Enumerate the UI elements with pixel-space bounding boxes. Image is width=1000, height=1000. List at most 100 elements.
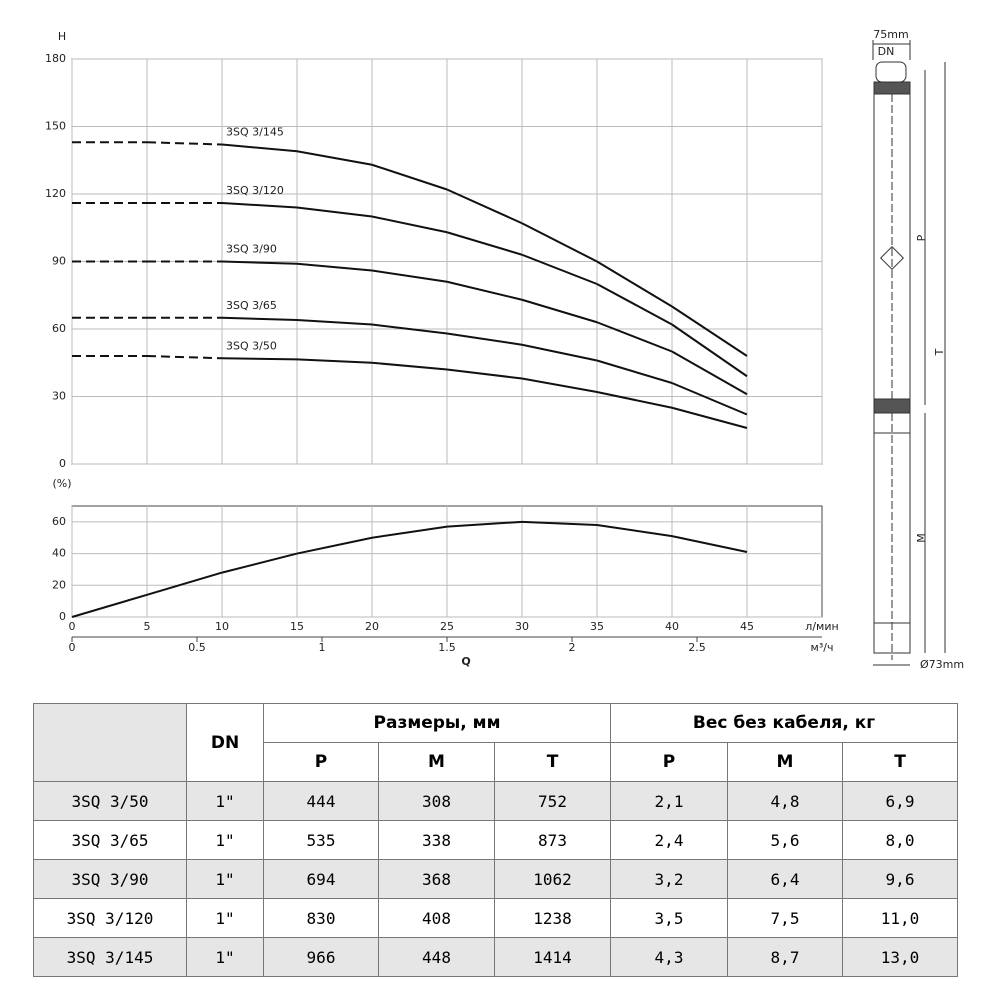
curve-segment — [671, 535, 748, 553]
cell: 3,2 — [610, 859, 728, 899]
cell: 6,9 — [842, 781, 958, 821]
curve-segment — [596, 359, 673, 384]
cell: 3SQ 3/65 — [33, 820, 187, 860]
curve-segment — [671, 305, 748, 357]
cell: 5,6 — [727, 820, 843, 860]
curve-segment — [596, 283, 673, 326]
curve-segment — [521, 520, 598, 527]
curve-segment — [371, 215, 448, 234]
curve-segment — [671, 350, 748, 396]
cell: 3,5 — [610, 898, 728, 938]
curve-segment — [371, 323, 448, 335]
cell: 3SQ 3/50 — [33, 781, 187, 821]
cell: 308 — [378, 781, 495, 821]
corner — [33, 703, 187, 782]
curve-segment — [221, 357, 298, 361]
y-axis-label: H — [58, 30, 66, 43]
charts: 75mm DN P T M Ø73mm 0306090120150180H3SQ… — [45, 28, 964, 671]
drawing-label: Ø73mm — [920, 658, 964, 671]
cell: 873 — [494, 820, 611, 860]
cell: 830 — [263, 898, 379, 938]
table-row: 3SQ 3/145 1" 966 448 1414 4,3 8,7 13,0 — [33, 937, 958, 977]
drawing-label: DN — [878, 45, 895, 58]
y-tick-label: 90 — [52, 255, 66, 268]
series-label: 3SQ 3/120 — [226, 184, 284, 197]
x2-tick-label: 0.5 — [188, 641, 206, 654]
x2-tick-label: 0 — [69, 641, 76, 654]
table-row: 3SQ 3/65 1" 535 338 873 2,4 5,6 8,0 — [33, 820, 958, 860]
table-row: 3SQ 3/90 1" 694 368 1062 3,2 6,4 9,6 — [33, 859, 958, 899]
cell: T — [494, 742, 611, 782]
curve-segment — [371, 269, 448, 283]
x2-tick-label: 1.5 — [438, 641, 456, 654]
cell: 1062 — [494, 859, 611, 899]
cell: 752 — [494, 781, 611, 821]
cell: 448 — [378, 937, 495, 977]
curve-segment — [671, 323, 748, 378]
cell: P — [610, 742, 728, 782]
curve-segment — [521, 253, 598, 285]
y-tick-label: 60 — [52, 515, 66, 528]
pump-drawing — [872, 40, 946, 666]
curve-segment — [296, 206, 373, 218]
header: DN — [186, 703, 264, 782]
curve-segment — [221, 202, 298, 209]
curve-segment — [296, 358, 373, 364]
curve-segment — [296, 536, 373, 555]
x-tick-label: 5 — [144, 620, 151, 633]
x-tick-label: 35 — [590, 620, 604, 633]
cell: 3SQ 3/145 — [33, 937, 187, 977]
header: Размеры, мм — [263, 703, 611, 743]
x2-tick-label: 1 — [319, 641, 326, 654]
cell: 694 — [263, 859, 379, 899]
curve-segment — [146, 355, 223, 360]
curve-segment — [596, 321, 673, 353]
curve-segment — [371, 163, 448, 191]
cell: 338 — [378, 820, 495, 860]
cell: 444 — [263, 781, 379, 821]
cell: 7,5 — [727, 898, 843, 938]
x-tick-label: 20 — [365, 620, 379, 633]
x2-tick-label: 2.5 — [688, 641, 706, 654]
drawing-label: P — [915, 234, 928, 241]
x2-tick-label: 2 — [569, 641, 576, 654]
y-tick-label: 60 — [52, 322, 66, 335]
x-tick-label: 10 — [215, 620, 229, 633]
cell: 11,0 — [842, 898, 958, 938]
x-tick-label: 30 — [515, 620, 529, 633]
cell: 1" — [186, 898, 264, 938]
cell: 1238 — [494, 898, 611, 938]
q-label: Q — [461, 655, 470, 668]
curve-segment — [221, 143, 298, 153]
y-tick-label: 150 — [45, 120, 66, 133]
y-tick-label: 30 — [52, 390, 66, 403]
cell: 3SQ 3/90 — [33, 859, 187, 899]
curve-segment — [446, 188, 523, 225]
curve-segment — [521, 222, 598, 263]
x2-axis-label: м³/ч — [811, 641, 834, 654]
cell: T — [842, 742, 958, 782]
table-row: 3SQ 3/50 1" 444 308 752 2,1 4,8 6,9 — [33, 781, 958, 821]
cell: 8,7 — [727, 937, 843, 977]
cell: 1414 — [494, 937, 611, 977]
cell: 1" — [186, 820, 264, 860]
cell: 8,0 — [842, 820, 958, 860]
y-tick-label: 120 — [45, 187, 66, 200]
curve-segment — [521, 298, 598, 324]
cell: M — [727, 742, 843, 782]
curve-segment — [596, 260, 673, 308]
cell: 1" — [186, 781, 264, 821]
curve-segment — [371, 361, 448, 371]
cell: 6,4 — [727, 859, 843, 899]
curve-segment — [446, 231, 523, 256]
cell: M — [378, 742, 495, 782]
y-tick-label: 0 — [59, 610, 66, 623]
curve-segment — [296, 262, 373, 272]
curve-segment — [446, 332, 523, 346]
series-label: 3SQ 3/90 — [226, 243, 277, 256]
curve-segment — [671, 406, 748, 429]
cell: 2,1 — [610, 781, 728, 821]
curve-segment — [221, 552, 298, 574]
